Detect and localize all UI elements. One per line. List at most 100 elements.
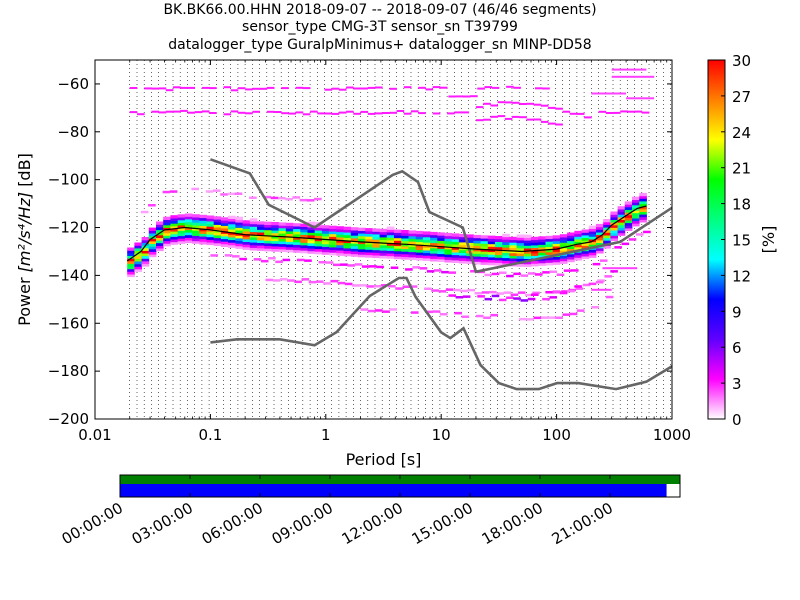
- psd-cell: [272, 279, 281, 282]
- psd-cell: [163, 243, 171, 247]
- psd-cell: [350, 245, 359, 249]
- psd-cell: [156, 234, 164, 238]
- psd-cell: [444, 240, 453, 245]
- title-line-3: datalogger_type GuralpMinimus+ datalogge…: [168, 37, 592, 53]
- psd-cell: [597, 279, 605, 282]
- psd-cell: [228, 218, 236, 222]
- psd-cell: [359, 284, 367, 287]
- psd-cell: [292, 196, 300, 199]
- psd-cell: [624, 219, 633, 224]
- psd-cell: [487, 238, 496, 242]
- psd-cell: [232, 255, 240, 258]
- psd-cell: [542, 297, 550, 301]
- psd-cell: [437, 232, 445, 236]
- psd-cell: [552, 237, 561, 242]
- psd-cell: [257, 226, 265, 230]
- psd-cell: [331, 112, 340, 115]
- psd-cell: [408, 254, 417, 258]
- psd-cell: [372, 252, 380, 256]
- psd-cell: [531, 247, 539, 251]
- psd-cell: [285, 230, 294, 234]
- psd-cell: [242, 236, 251, 240]
- psd-cell: [194, 111, 203, 114]
- psd-cell: [346, 110, 354, 113]
- psd-cell: [581, 250, 590, 254]
- psd-cell: [134, 263, 142, 267]
- psd-cell: [353, 87, 361, 90]
- psd-cell: [458, 233, 467, 238]
- psd-cell: [422, 236, 431, 240]
- psd-cell: [249, 239, 258, 243]
- psd-cell: [552, 261, 561, 265]
- psd-cell: [317, 112, 325, 115]
- psd-cell: [516, 234, 525, 238]
- psd-cell: [559, 234, 568, 238]
- psd-cell: [545, 246, 554, 250]
- psd-cell: [549, 270, 557, 273]
- colorbar-tick-label: 12: [732, 267, 751, 285]
- psd-cell: [372, 244, 380, 248]
- psd-cell: [401, 237, 409, 242]
- psd-cell: [632, 215, 640, 219]
- psd-cell: [466, 258, 474, 262]
- psd-cell: [163, 235, 171, 239]
- psd-cell: [329, 246, 337, 250]
- psd-cell: [480, 243, 489, 247]
- psd-cell: [310, 110, 318, 113]
- psd-cell: [510, 293, 519, 296]
- psd-cell: [516, 263, 525, 267]
- psd-cell: [386, 245, 395, 249]
- psd-cell: [336, 247, 344, 251]
- psd-cell: [307, 226, 316, 231]
- psd-cell: [462, 95, 471, 98]
- psd-cell: [617, 229, 626, 234]
- psd-cell: [559, 247, 568, 251]
- psd-cell: [581, 245, 590, 249]
- psd-cell: [343, 242, 352, 246]
- psd-cell: [300, 226, 308, 230]
- psd-cell: [480, 251, 489, 255]
- psd-cell: [415, 249, 424, 253]
- psd-cell: [307, 242, 316, 246]
- psd-cell: [300, 229, 308, 233]
- psd-cell: [151, 87, 159, 90]
- psd-cell: [430, 250, 438, 254]
- psd-cell: [480, 240, 489, 244]
- psd-cell: [235, 224, 243, 228]
- psd-cell: [632, 202, 640, 206]
- psd-cell: [375, 309, 383, 312]
- psd-cell: [220, 243, 229, 247]
- psd-cell: [549, 296, 557, 299]
- time-tick-label: 00:00:00: [59, 499, 126, 548]
- psd-cell: [127, 271, 135, 275]
- psd-cell: [415, 236, 424, 240]
- psd-cell: [213, 234, 222, 239]
- psd-cell: [567, 237, 575, 242]
- psd-cell: [184, 213, 193, 217]
- psd-cell: [170, 228, 178, 232]
- psd-cell: [394, 242, 402, 247]
- psd-cell: [401, 232, 409, 236]
- psd-cell: [242, 246, 251, 250]
- psd-cell: [245, 88, 253, 91]
- psd-cell: [177, 217, 186, 221]
- psd-cell: [538, 260, 546, 264]
- psd-cell: [437, 240, 445, 244]
- psd-cell: [538, 241, 546, 245]
- psd-cell: [127, 265, 135, 270]
- psd-cell: [329, 225, 337, 229]
- psd-cell: [516, 247, 525, 251]
- psd-cell: [134, 247, 142, 251]
- psd-cell: [502, 252, 510, 256]
- psd-cell: [533, 316, 542, 320]
- colorbar: 0 3 6 9 12 15 18 21 24 27 30 [%]: [707, 52, 778, 429]
- psd-cell: [538, 254, 546, 258]
- psd-cell: [353, 112, 361, 115]
- psd-cell: [372, 236, 380, 240]
- psd-cell: [350, 232, 359, 236]
- psd-cell: [483, 316, 491, 319]
- psd-cell: [596, 229, 604, 233]
- psd-cell: [347, 264, 355, 267]
- psd-cell: [163, 227, 171, 231]
- y-tick-label: −140: [48, 266, 89, 284]
